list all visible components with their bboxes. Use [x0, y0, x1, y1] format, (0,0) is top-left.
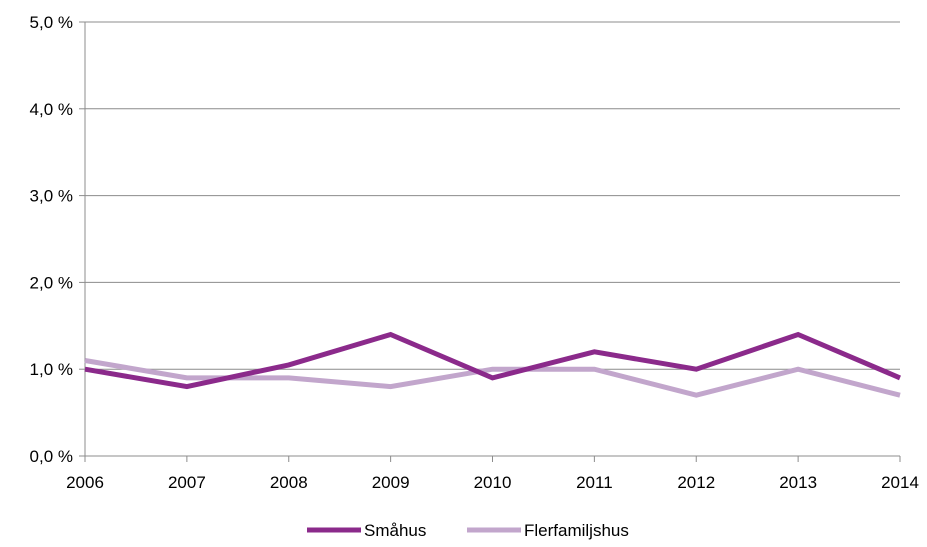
x-tick-label: 2008: [270, 473, 308, 492]
x-tick-label: 2014: [881, 473, 919, 492]
axes: [79, 21, 901, 462]
y-tick-label: 2,0 %: [30, 273, 73, 292]
x-tick-label: 2010: [474, 473, 512, 492]
legend-label: Småhus: [364, 521, 426, 540]
x-tick-label: 2007: [168, 473, 206, 492]
series-lines: [84, 331, 901, 398]
y-tick-label: 4,0 %: [30, 100, 73, 119]
x-tick-label: 2009: [372, 473, 410, 492]
legend: Småhus Flerfamiljshus: [307, 521, 629, 540]
x-tick-label: 2013: [779, 473, 817, 492]
gridlines: [85, 21, 900, 370]
y-tick-labels: 0,0 % 1,0 % 2,0 % 3,0 % 4,0 % 5,0 %: [30, 13, 73, 466]
x-tick-label: 2011: [576, 473, 613, 492]
y-tick-label: 5,0 %: [30, 13, 73, 32]
legend-label: Flerfamiljshus: [524, 521, 629, 540]
y-tick-label: 1,0 %: [30, 360, 73, 379]
y-tick-label: 3,0 %: [30, 187, 73, 206]
x-tick-labels: 2006 2007 2008 2009 2010 2011 2012 2013 2014: [66, 473, 919, 492]
series-line-0: [84, 331, 901, 390]
x-tick-label: 2006: [66, 473, 104, 492]
x-tick-label: 2012: [677, 473, 715, 492]
y-tick-label: 0,0 %: [30, 447, 73, 466]
